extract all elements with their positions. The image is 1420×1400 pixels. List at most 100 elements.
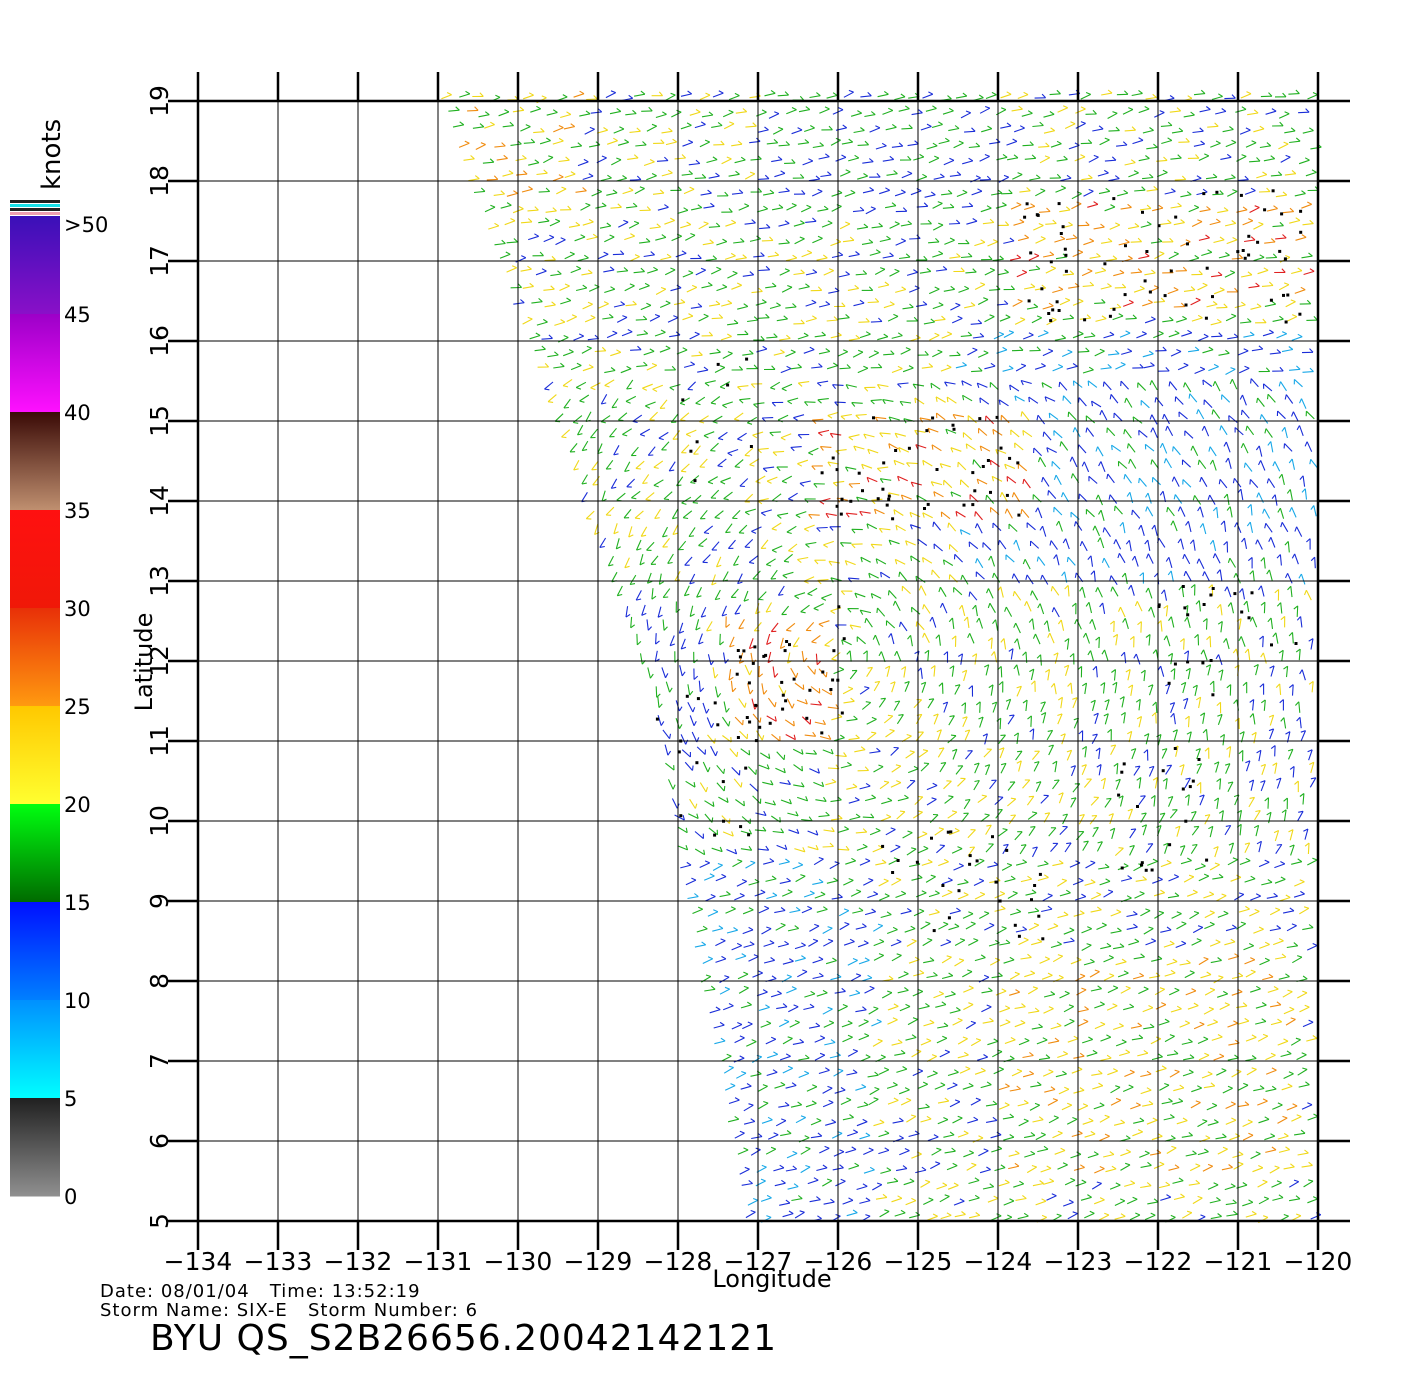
wind-barb (1234, 892, 1245, 901)
rain-flag-dot (1239, 193, 1243, 197)
wind-barb (1276, 410, 1286, 420)
wind-barb (813, 781, 825, 788)
wind-barb (1110, 909, 1122, 917)
wind-barb (959, 479, 970, 488)
wind-barb (766, 333, 778, 339)
wind-barb (1175, 940, 1187, 949)
wind-barb (635, 539, 642, 551)
wind-barb (832, 480, 845, 487)
wind-barb (573, 460, 580, 471)
wind-barb (1011, 492, 1021, 503)
wind-barb (1099, 410, 1108, 421)
wind-barb (1100, 363, 1112, 370)
wind-barb (1057, 713, 1063, 725)
wind-barb (609, 107, 622, 115)
wind-barb (502, 170, 514, 177)
wind-barb (772, 126, 784, 135)
wind-barb (680, 734, 689, 745)
rain-flag-dot (1140, 863, 1143, 867)
wind-barb (1039, 956, 1050, 964)
wind-barb (703, 202, 715, 209)
wind-barb (822, 842, 834, 848)
wind-barb (855, 270, 868, 276)
wind-barb (1233, 572, 1241, 584)
wind-barb (1050, 140, 1062, 148)
wind-barb (1128, 170, 1139, 178)
rain-flag-dot (882, 461, 886, 465)
wind-barb (1306, 316, 1318, 321)
wind-barb (1225, 1101, 1236, 1110)
wind-barb (891, 1195, 903, 1203)
wind-barb (639, 237, 651, 244)
wind-barb (702, 554, 711, 564)
wind-barb (921, 363, 934, 369)
wind-barb (562, 378, 573, 388)
wind-barb (1009, 989, 1020, 996)
wind-barb (1123, 428, 1132, 439)
wind-barb (760, 539, 769, 550)
wind-barb (771, 545, 783, 553)
wind-barb (756, 730, 765, 741)
wind-barb (905, 750, 915, 759)
wind-barb (738, 698, 747, 708)
wind-barb (662, 588, 671, 598)
rain-flag-dot (1038, 872, 1042, 876)
wind-barb (1148, 684, 1154, 696)
wind-barb (1062, 270, 1075, 276)
wind-barb (914, 796, 924, 805)
wind-barb (734, 459, 744, 468)
wind-barb (1158, 1181, 1171, 1189)
wind-barb (1052, 859, 1064, 867)
wind-barb (699, 782, 709, 793)
wind-barb (1044, 396, 1056, 402)
wind-barb (813, 856, 824, 866)
wind-barb (1145, 938, 1157, 946)
wind-barb (1297, 1067, 1308, 1076)
wind-barb (502, 121, 514, 128)
wind-barb (778, 187, 790, 194)
wind-barb (1005, 698, 1012, 710)
wind-barb (1284, 573, 1293, 584)
wind-barb (694, 121, 706, 129)
wind-barb (1291, 267, 1303, 275)
wind-barb (1026, 303, 1039, 310)
wind-barb (890, 780, 902, 788)
wind-barb (733, 555, 740, 566)
wind-barb (695, 619, 701, 631)
wind-barb (1047, 490, 1057, 499)
wind-barb (577, 254, 589, 262)
wind-barb (1031, 1023, 1043, 1030)
wind-barb (582, 218, 594, 226)
lon-tick-label: −124 (964, 1247, 1033, 1276)
wind-barb (897, 475, 908, 482)
wind-barb (1224, 94, 1236, 100)
wind-barb (702, 702, 710, 714)
wind-barb (1161, 1098, 1173, 1105)
wind-barb (795, 874, 806, 883)
wind-barb (721, 716, 731, 727)
wind-barb (1225, 457, 1232, 469)
wind-barb (1242, 1199, 1254, 1207)
wind-barb (1078, 221, 1090, 227)
wind-barb (885, 728, 895, 738)
wind-barb (899, 1003, 911, 1012)
wind-barb (1180, 191, 1192, 198)
wind-barb (1121, 348, 1133, 355)
wind-barb (758, 591, 767, 601)
wind-barb (944, 237, 955, 245)
wind-barb (879, 432, 891, 438)
wind-barb (1251, 345, 1264, 352)
wind-barb (1237, 175, 1249, 182)
wind-barb (679, 665, 686, 677)
wind-barb (629, 254, 640, 262)
wind-barb (1278, 473, 1285, 486)
wind-barb (863, 1166, 875, 1174)
wind-barb (1091, 1070, 1103, 1076)
wind-barb (1045, 669, 1051, 681)
wind-barb (991, 1145, 1003, 1153)
rain-flag-dot (1299, 209, 1303, 213)
wind-barb (605, 506, 615, 516)
wind-barb (1118, 239, 1130, 246)
wind-barb (811, 634, 821, 644)
wind-barb (1251, 731, 1257, 744)
